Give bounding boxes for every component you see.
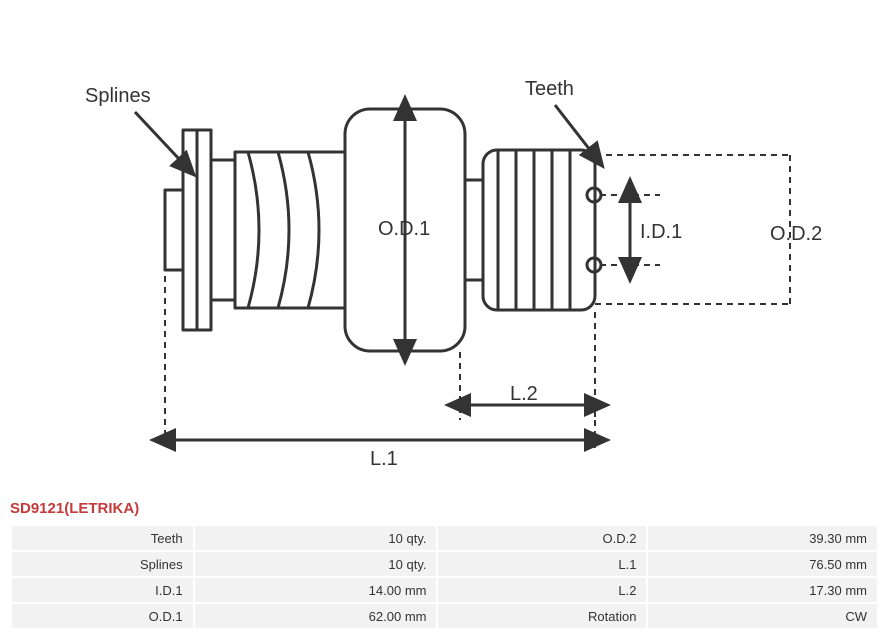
spec-value: 10 qty. <box>195 526 437 550</box>
spec-value: 62.00 mm <box>195 604 437 628</box>
label-od2: O.D.2 <box>770 223 822 245</box>
spec-label: O.D.1 <box>12 604 193 628</box>
spec-value: 39.30 mm <box>648 526 877 550</box>
spec-label: O.D.2 <box>438 526 646 550</box>
table-row: Teeth 10 qty. O.D.2 39.30 mm <box>12 526 877 550</box>
part-title: SD9121(LETRIKA) <box>10 500 139 517</box>
label-l2: L.2 <box>510 383 538 405</box>
table-row: I.D.1 14.00 mm L.2 17.30 mm <box>12 578 877 602</box>
spec-table: Teeth 10 qty. O.D.2 39.30 mm Splines 10 … <box>10 524 879 630</box>
label-splines: Splines <box>85 85 151 107</box>
spec-value: 17.30 mm <box>648 578 877 602</box>
spec-label: Splines <box>12 552 193 576</box>
spec-value: CW <box>648 604 877 628</box>
spec-label: Teeth <box>12 526 193 550</box>
label-od1: O.D.1 <box>378 218 430 240</box>
spec-label: I.D.1 <box>12 578 193 602</box>
diagram-area: Splines Teeth O.D.1 I.D.1 O.D.2 <box>0 0 889 495</box>
spec-label: L.2 <box>438 578 646 602</box>
spec-value: 10 qty. <box>195 552 437 576</box>
table-row: O.D.1 62.00 mm Rotation CW <box>12 604 877 628</box>
page-root: Splines Teeth O.D.1 I.D.1 O.D.2 <box>0 0 889 634</box>
spec-label: L.1 <box>438 552 646 576</box>
table-row: Splines 10 qty. L.1 76.50 mm <box>12 552 877 576</box>
label-teeth: Teeth <box>525 78 574 100</box>
spec-label: Rotation <box>438 604 646 628</box>
label-l1: L.1 <box>370 448 398 470</box>
spec-value: 76.50 mm <box>648 552 877 576</box>
label-id1: I.D.1 <box>640 221 682 243</box>
part-diagram: Splines Teeth O.D.1 I.D.1 O.D.2 <box>0 0 889 495</box>
spec-value: 14.00 mm <box>195 578 437 602</box>
